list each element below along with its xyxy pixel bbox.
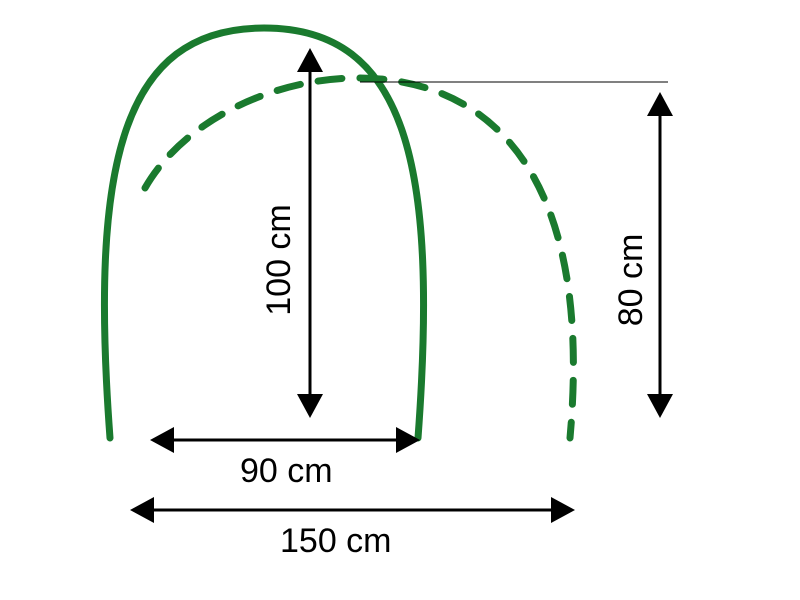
- label-height-narrow: 100 cm: [260, 204, 298, 316]
- dim-height-narrow: [297, 48, 323, 418]
- label-width-wide: 150 cm: [280, 522, 392, 560]
- dimension-diagram: 100 cm 80 cm 90 cm 150 cm: [0, 0, 800, 600]
- dim-height-wide: [647, 92, 673, 418]
- label-width-narrow: 90 cm: [240, 452, 333, 490]
- arch-wide-dashed: [145, 78, 573, 438]
- dim-width-wide: [130, 497, 575, 523]
- label-height-wide: 80 cm: [612, 234, 650, 327]
- dim-width-narrow: [150, 427, 420, 453]
